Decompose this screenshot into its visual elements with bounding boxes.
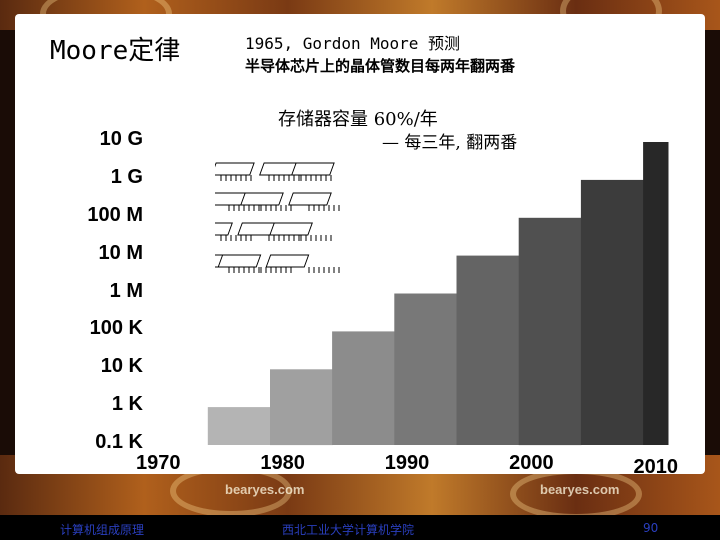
x-tick-label: 1980 <box>260 452 305 474</box>
y-tick-label: 10 G <box>99 128 143 150</box>
chart-step-1979 <box>270 369 333 446</box>
slide-title: Moore定律 <box>50 36 181 66</box>
chart-step-1994 <box>456 255 520 445</box>
y-tick-label: 10 K <box>100 355 143 378</box>
y-tick-label: 1 K <box>111 393 143 416</box>
subtitle-line-1: 1965, Gordon Moore 预测 <box>245 34 461 53</box>
footer-bar: 计算机组成原理 西北工业大学计算机学院 90 <box>0 515 720 540</box>
y-tick-label: 100 M <box>87 203 143 226</box>
footer-page-number: 90 <box>643 521 659 535</box>
chart-step-2009 <box>643 142 669 445</box>
x-tick-label: 2010 <box>633 456 679 478</box>
y-tick-label: 1 G <box>110 165 143 188</box>
y-tick-label: 100 K <box>89 317 143 340</box>
footer-course-name: 计算机组成原理 <box>60 523 145 537</box>
x-tick-label: 2000 <box>509 452 554 474</box>
watermark-logo: bearyes.com <box>225 482 305 497</box>
chart-step-1989 <box>394 293 457 445</box>
chart-steps <box>207 142 669 446</box>
subtitle-line-2: 半导体芯片上的晶体管数目每两年翻两番 <box>245 57 516 75</box>
x-tick-label: 1970 <box>136 452 181 474</box>
x-tick-label: 1990 <box>384 452 430 474</box>
chart-step-2004 <box>580 179 644 445</box>
chart-step-1999 <box>518 217 582 446</box>
memory-chips-illustration <box>215 162 340 273</box>
memory-capacity-annotation: 存储器容量 60%/年 <box>278 109 438 130</box>
chart-step-1984 <box>332 331 395 445</box>
chart-step-1974 <box>207 407 271 445</box>
y-tick-label: 10 M <box>98 241 143 264</box>
y-tick-label: 0.1 K <box>95 431 143 453</box>
watermark-logo: bearyes.com <box>540 482 620 497</box>
y-tick-label: 1 M <box>109 279 143 302</box>
memory-capacity-annotation-2: — 每三年, 翻两番 <box>382 133 518 153</box>
footer-institution: 西北工业大学计算机学院 <box>282 523 415 537</box>
